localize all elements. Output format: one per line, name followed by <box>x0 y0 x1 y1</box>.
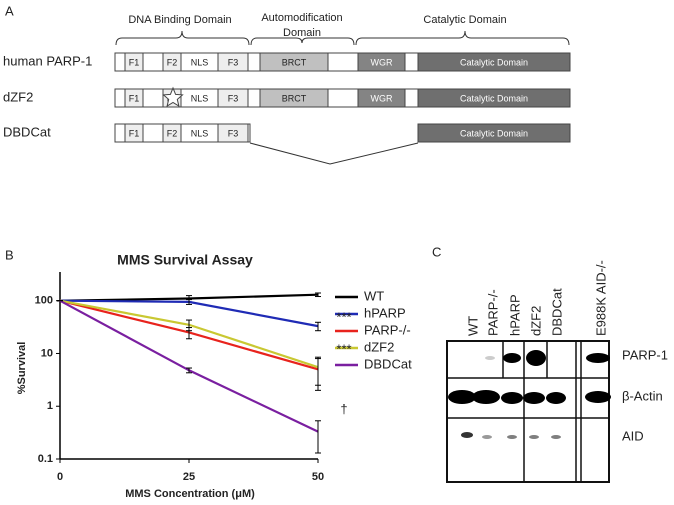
blot-band <box>586 353 610 363</box>
annotation: *** <box>336 341 351 356</box>
domain-text: BRCT <box>282 93 307 103</box>
y-tick-label: 100 <box>35 295 53 307</box>
domain-text: F3 <box>228 57 239 67</box>
domain-box <box>357 52 406 72</box>
domain-box <box>417 88 571 108</box>
domain-text: F1 <box>129 93 140 103</box>
blot-band <box>507 435 517 439</box>
blot-band <box>485 356 495 360</box>
domain-text: Catalytic Domain <box>460 93 528 103</box>
lane-label: WT <box>465 316 480 336</box>
blot-band <box>526 350 546 366</box>
domain-box <box>217 88 249 108</box>
y-tick-label: 0.1 <box>38 453 53 465</box>
chart-title: MMS Survival Assay <box>117 252 253 268</box>
error-bar <box>315 420 321 454</box>
blot-band <box>482 435 492 439</box>
y-tick-label: 10 <box>41 347 53 359</box>
annotation: † <box>340 401 347 416</box>
blot-band <box>523 392 545 404</box>
blot-row-label: β-Actin <box>622 388 663 403</box>
annotation: *** <box>336 309 351 324</box>
protein-name: DBDCat <box>3 124 51 139</box>
lane-label: dZF2 <box>528 306 543 336</box>
domain-text: F3 <box>228 93 239 103</box>
panel-label: C <box>432 244 441 259</box>
legend-label: dZF2 <box>364 339 394 354</box>
blot-band <box>585 391 611 403</box>
domain-box <box>124 52 144 72</box>
x-tick-label: 0 <box>57 471 63 483</box>
domain-label: DNA Binding Domain <box>128 14 231 26</box>
domain-box <box>217 123 249 143</box>
domain-box <box>259 52 329 72</box>
error-bar <box>315 292 321 298</box>
domain-text: WGR <box>371 57 393 67</box>
error-bar <box>315 356 321 386</box>
error-bar <box>186 299 192 305</box>
panel-label: A <box>5 3 14 18</box>
error-bar <box>315 321 321 332</box>
error-bar <box>186 367 192 374</box>
legend-label: WT <box>364 288 384 303</box>
x-axis-label: MMS Concentration (μM) <box>125 488 255 500</box>
blot-band <box>546 392 566 404</box>
domain-text: BRCT <box>282 57 307 67</box>
domain-box <box>124 88 144 108</box>
blot-band <box>461 432 473 438</box>
blot-band <box>551 435 561 439</box>
domain-text: F1 <box>129 57 140 67</box>
braces <box>115 30 570 165</box>
lane-label: E988K AID-/- <box>593 260 608 336</box>
domain-label: Automodification <box>261 12 342 24</box>
domain-text: NLS <box>191 57 209 67</box>
legend-label: PARP-/- <box>364 322 411 337</box>
mutation-star <box>162 86 184 108</box>
lane-label: hPARP <box>507 294 522 336</box>
blot-band <box>472 390 500 404</box>
x-tick-label: 50 <box>312 471 324 483</box>
blot-band <box>503 353 521 363</box>
x-tick-label: 25 <box>183 471 195 483</box>
panel-label: B <box>5 247 14 262</box>
domain-text: WGR <box>371 93 393 103</box>
blot-frame <box>446 340 610 483</box>
domain-box <box>259 88 329 108</box>
domain-box <box>124 123 144 143</box>
blot-row-label: AID <box>622 428 644 443</box>
domain-text: NLS <box>191 128 209 138</box>
domain-text: F1 <box>129 128 140 138</box>
y-tick-label: 1 <box>47 400 53 412</box>
domain-box <box>417 52 571 72</box>
blot-band <box>448 390 476 404</box>
domain-text: F3 <box>228 128 239 138</box>
domain-text: NLS <box>191 93 209 103</box>
domain-text: F2 <box>167 128 178 138</box>
legend-label: DBDCat <box>364 356 412 371</box>
blot-row-label: PARP-1 <box>622 347 668 362</box>
domain-box <box>417 123 571 143</box>
domain-text: Catalytic Domain <box>460 128 528 138</box>
error-bar <box>186 319 192 332</box>
lane-label: PARP-/- <box>485 289 500 336</box>
domain-box <box>217 52 249 72</box>
protein-name: dZF2 <box>3 89 33 104</box>
domain-box <box>357 88 406 108</box>
blot-band <box>501 392 523 404</box>
domain-text: Catalytic Domain <box>460 57 528 67</box>
legend-label: hPARP <box>364 305 406 320</box>
y-axis-label: %Survival <box>16 342 28 395</box>
blot-band <box>529 435 539 439</box>
lane-label: DBDCat <box>549 288 564 336</box>
domain-label: Catalytic Domain <box>423 14 506 26</box>
domain-label: Domain <box>283 27 321 39</box>
protein-name: human PARP-1 <box>3 53 92 68</box>
domain-text: F2 <box>167 57 178 67</box>
